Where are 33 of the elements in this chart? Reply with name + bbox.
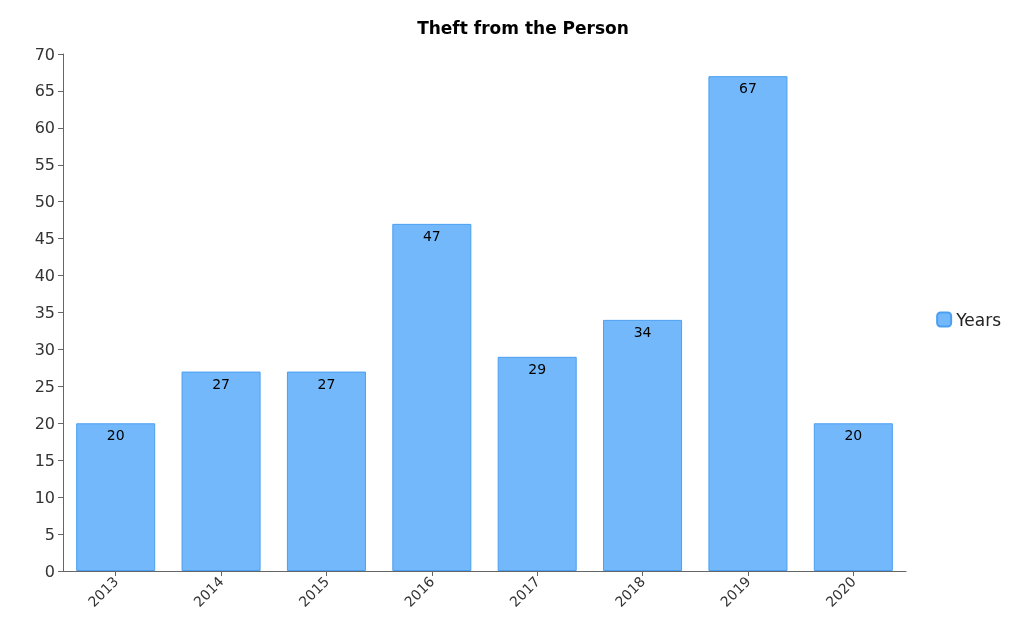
bar	[603, 319, 683, 571]
bar	[286, 371, 366, 571]
y-tick-label: 40	[34, 266, 55, 286]
y-tick-label: 15	[34, 450, 55, 470]
data-label: 27	[317, 375, 336, 392]
y-tick-label: 0	[44, 561, 55, 581]
bar	[708, 76, 788, 571]
bar	[181, 371, 261, 571]
data-label: 27	[212, 375, 230, 392]
bar	[497, 356, 577, 571]
y-tick-label: 25	[34, 376, 55, 396]
y-tick-label: 35	[34, 303, 55, 322]
bar	[813, 423, 893, 571]
y-tick-label: 30	[34, 339, 55, 359]
legend-label: Years	[955, 309, 1002, 330]
chart-title: Theft from the Person	[417, 17, 629, 38]
y-tick-label: 65	[34, 81, 55, 101]
y-tick-label: 10	[34, 487, 55, 507]
bar	[392, 223, 472, 571]
data-label: 34	[633, 323, 652, 340]
y-tick-label: 45	[34, 229, 55, 249]
y-tick-label: 50	[34, 192, 55, 212]
y-tick-label: 20	[34, 413, 55, 433]
data-label: 29	[528, 360, 547, 377]
y-tick-label: 55	[34, 155, 55, 175]
data-label: 47	[422, 227, 441, 244]
y-tick-label: 5	[44, 524, 55, 544]
data-label: 67	[739, 80, 757, 97]
data-label: 20	[844, 427, 863, 444]
y-tick-label: 70	[34, 44, 55, 64]
bar	[76, 423, 156, 571]
y-tick-label: 60	[34, 118, 55, 138]
data-label: 20	[106, 427, 125, 444]
